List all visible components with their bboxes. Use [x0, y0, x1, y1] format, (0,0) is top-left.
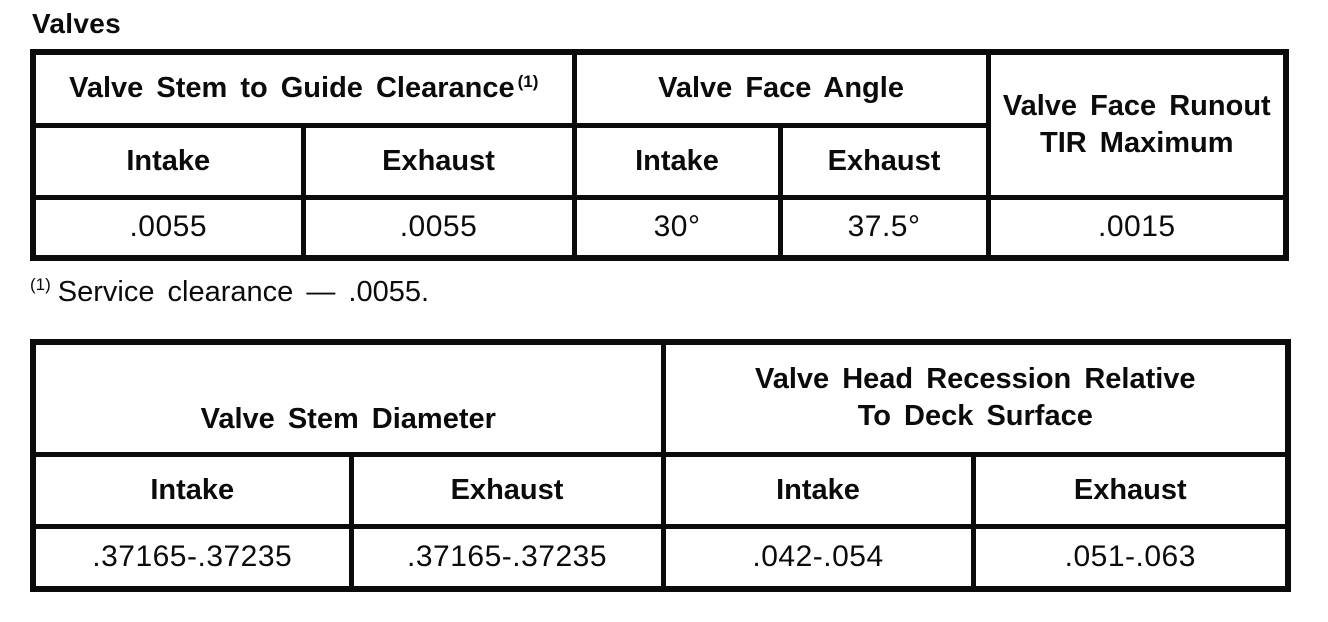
value-clearance-exhaust: .0055	[300, 194, 577, 261]
footnote: (1) Service clearance — .0055.	[30, 276, 1328, 309]
table-row: .37165-.37235 .37165-.37235 .042-.054 .0…	[30, 523, 1291, 592]
subheader-face-angle-exhaust: Exhaust	[777, 122, 991, 200]
footnote-reference-marker: (1)	[517, 71, 539, 91]
subheader-clearance-exhaust: Exhaust	[300, 122, 577, 200]
page-title: Valves	[32, 8, 121, 39]
value-head-recession-exhaust: .051-.063	[970, 523, 1291, 592]
subheader-stem-diameter-exhaust: Exhaust	[348, 451, 666, 529]
header-label-line2: TIR Maximum	[1040, 126, 1234, 159]
document-page: Valves Valve Stem to Guide Clearance (1) …	[30, 8, 1328, 592]
value-stem-diameter-intake: .37165-.37235	[30, 523, 354, 592]
value-stem-diameter-exhaust: .37165-.37235	[348, 523, 666, 592]
header-label: Valve Stem Diameter	[200, 402, 496, 435]
subheader-head-recession-intake: Intake	[660, 451, 976, 529]
table-row: Valve Stem Diameter Valve Head Recession…	[30, 339, 1291, 457]
header-valve-head-recession: Valve Head Recession Relative To Deck Su…	[660, 339, 1291, 457]
table-row: Intake Exhaust Intake Exhaust	[30, 122, 1286, 200]
header-valve-stem-to-guide-clearance: Valve Stem to Guide Clearance (1)	[30, 49, 577, 128]
header-label-line1: Valve Face Runout	[1002, 89, 1271, 122]
table-row: Valve Stem to Guide Clearance (1) Valve F…	[30, 49, 1289, 200]
subheader-face-angle-intake: Intake	[571, 122, 783, 200]
value-head-recession-intake: .042-.054	[660, 523, 976, 592]
footnote-marker: (1)	[30, 275, 51, 295]
header-valve-face-runout-tir-maximum: Valve Face Runout TIR Maximum	[985, 49, 1289, 200]
value-clearance-intake: .0055	[30, 194, 306, 261]
header-label: Valve Stem to Guide Clearance	[69, 72, 515, 105]
subheader-head-recession-exhaust: Exhaust	[970, 451, 1291, 529]
footnote-text: Service clearance — .0055.	[57, 276, 430, 308]
header-label: Valve Face Angle	[658, 72, 904, 105]
value-face-angle-intake: 30°	[571, 194, 783, 261]
valve-stem-diameter-and-head-recession-table: Valve Stem Diameter Valve Head Recession…	[30, 339, 1292, 592]
value-face-angle-exhaust: 37.5°	[777, 194, 991, 261]
table-row: .0055 .0055 30° 37.5° .0015	[30, 194, 1289, 261]
value-face-runout-tir-maximum: .0015	[985, 194, 1289, 261]
table-row: Intake Exhaust Intake Exhaust	[30, 451, 1291, 529]
subheader-stem-diameter-intake: Intake	[30, 451, 354, 529]
valve-clearance-and-face-angle-table: Valve Stem to Guide Clearance (1) Valve F…	[30, 49, 1290, 261]
header-label-line2: To Deck Surface	[857, 400, 1093, 433]
header-label-line1: Valve Head Recession Relative	[754, 363, 1196, 396]
header-valve-stem-diameter: Valve Stem Diameter	[30, 339, 666, 457]
subheader-clearance-intake: Intake	[30, 122, 306, 200]
header-valve-face-angle: Valve Face Angle	[571, 49, 991, 128]
